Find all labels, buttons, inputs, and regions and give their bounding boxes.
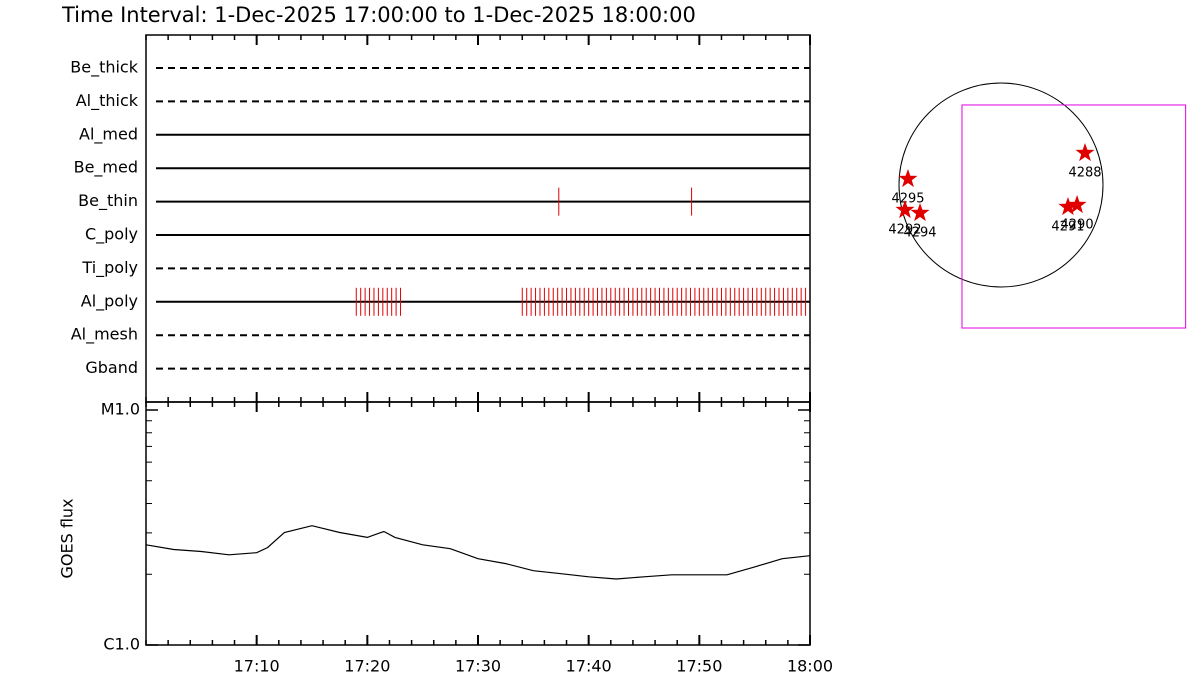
filter-label: Al_mesh — [71, 325, 138, 345]
y-axis-label: GOES flux — [58, 498, 77, 578]
region-label: 4295 — [891, 192, 924, 207]
x-tick-label: 17:30 — [455, 657, 501, 676]
filter-label: C_poly — [85, 225, 138, 245]
x-tick-label: 17:50 — [676, 657, 722, 676]
solar-disk — [898, 82, 1104, 288]
region-label: 4291 — [1051, 219, 1084, 234]
region-star — [1058, 197, 1078, 216]
filter-label: Al_poly — [81, 291, 138, 311]
chart-title: Time Interval: 1-Dec-2025 17:00:00 to 1-… — [61, 3, 696, 27]
region-label: 4294 — [903, 226, 936, 241]
region-star — [910, 203, 930, 222]
region-label: 4288 — [1068, 165, 1101, 180]
filter-label: Al_med — [79, 124, 138, 144]
filter-label: Be_med — [74, 158, 138, 178]
filter-label: Be_thick — [70, 58, 138, 78]
x-tick-label: 18:00 — [787, 657, 833, 676]
panel-frame — [145, 34, 811, 403]
x-tick-label: 17:20 — [344, 657, 390, 676]
goes-line — [145, 525, 811, 580]
filter-label: Gband — [85, 358, 138, 377]
region-label: 4290 — [1061, 217, 1094, 232]
filter-label: Be_thin — [78, 191, 138, 211]
field-of-view — [961, 104, 1187, 329]
filter-label: Ti_poly — [81, 258, 138, 278]
region-star — [1075, 143, 1095, 162]
panel-frame — [145, 401, 811, 646]
y-tick-label: M1.0 — [101, 400, 140, 419]
region-star — [898, 169, 918, 188]
filter-label: Al_thick — [76, 91, 139, 111]
region-star — [895, 200, 915, 219]
x-tick-label: 17:10 — [234, 657, 280, 676]
y-tick-label: C1.0 — [103, 635, 140, 654]
region-label: 4292 — [888, 223, 921, 238]
region-star — [1067, 195, 1087, 214]
x-tick-label: 17:40 — [566, 657, 612, 676]
